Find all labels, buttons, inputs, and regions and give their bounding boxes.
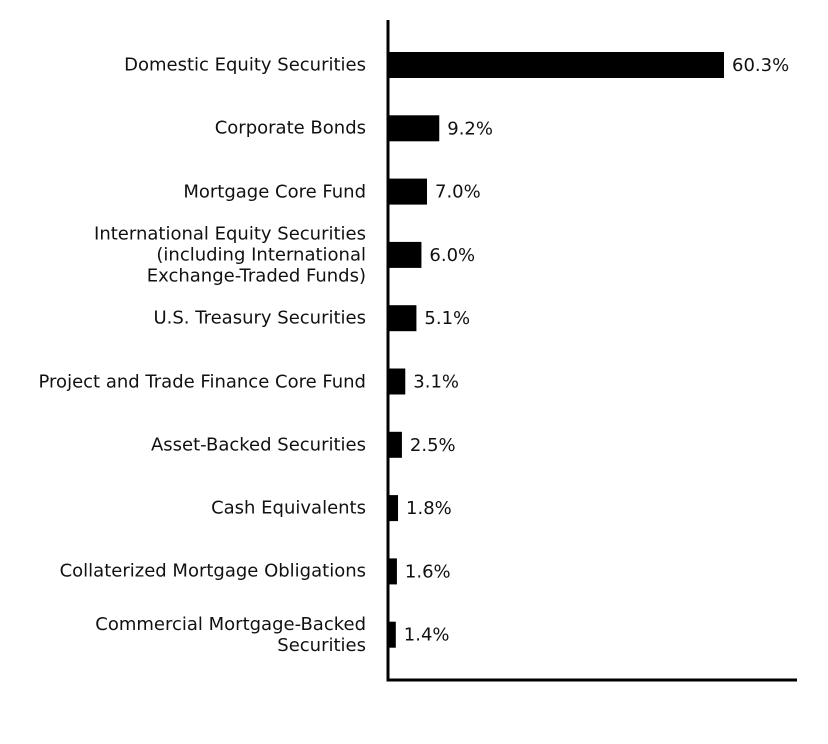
y-tick-label: Domestic Equity Securities <box>124 54 366 76</box>
data-label: 9.2% <box>447 118 493 139</box>
y-tick-label: Commercial Mortgage-Backed Securities <box>95 613 366 656</box>
bar <box>388 495 399 522</box>
y-tick-label: Cash Equivalents <box>211 497 366 519</box>
data-label: 3.1% <box>413 372 459 393</box>
data-label: 1.6% <box>405 561 451 582</box>
data-label: 5.1% <box>424 308 470 329</box>
data-label: 6.0% <box>429 245 475 266</box>
y-tick-label: Mortgage Core Fund <box>183 181 366 203</box>
y-tick-label: Corporate Bonds <box>214 117 366 139</box>
y-tick-label: Asset-Backed Securities <box>150 434 366 456</box>
bar <box>388 305 417 332</box>
data-label: 2.5% <box>410 435 456 456</box>
data-label: 1.4% <box>404 625 450 646</box>
y-tick-label: Project and Trade Finance Core Fund <box>38 371 366 392</box>
bar <box>388 52 725 78</box>
bar <box>388 368 406 395</box>
bar <box>388 178 428 205</box>
y-tick-label: U.S. Treasury Securities <box>153 307 366 329</box>
data-label: 7.0% <box>435 182 481 203</box>
bar <box>388 431 402 458</box>
y-tick-label: Collaterized Mortgage Obligations <box>59 560 366 582</box>
bar <box>388 241 422 268</box>
data-label: 1.8% <box>406 498 452 519</box>
y-tick-label: International Equity Securities (includi… <box>94 223 366 287</box>
bar <box>388 558 397 585</box>
data-label: 60.3% <box>732 55 789 76</box>
bar <box>388 621 396 648</box>
bar <box>388 115 440 142</box>
